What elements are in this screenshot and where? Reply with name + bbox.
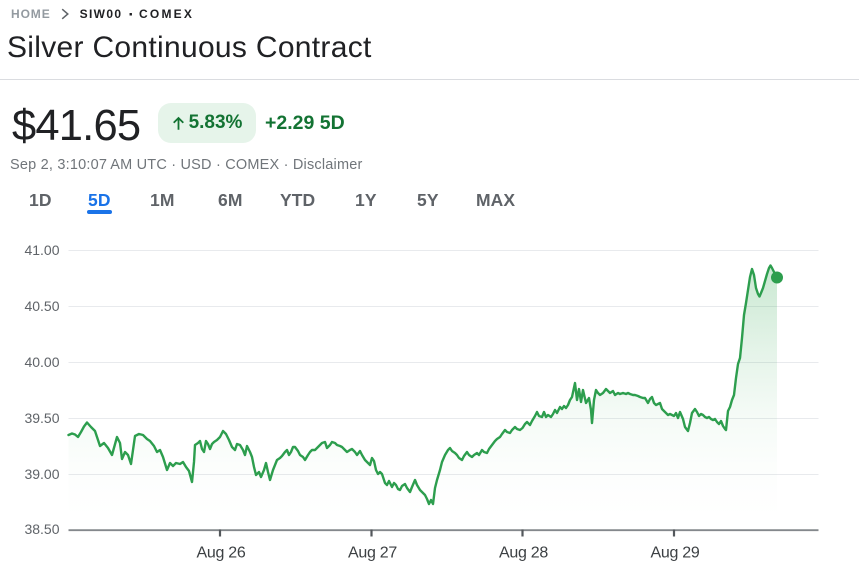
svg-text:40.50: 40.50 [24,298,59,314]
svg-text:39.50: 39.50 [24,410,59,426]
svg-text:Aug 27: Aug 27 [348,545,397,562]
svg-text:41.00: 41.00 [24,242,59,258]
svg-text:38.50: 38.50 [24,521,59,537]
svg-text:Aug 26: Aug 26 [197,545,246,562]
svg-text:Aug 28: Aug 28 [499,545,548,562]
svg-text:40.00: 40.00 [24,354,59,370]
svg-text:Aug 29: Aug 29 [651,545,700,562]
svg-text:39.00: 39.00 [24,466,59,482]
